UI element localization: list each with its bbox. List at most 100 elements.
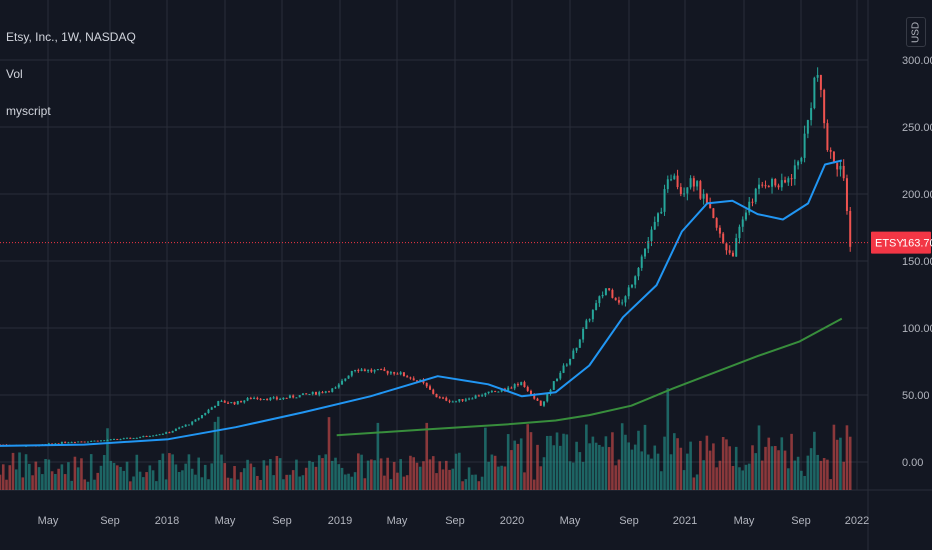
y-tick-label: 250.00: [902, 122, 932, 134]
candle-body: [305, 393, 308, 395]
y-axis: 0.00 50.00 100.00 150.00 200.00 250.00 300.00: [902, 55, 932, 469]
candle-body: [285, 397, 288, 399]
candle-body: [845, 178, 848, 211]
candle-body: [614, 297, 617, 301]
candle-body: [764, 185, 767, 187]
currency-badge[interactable]: USD: [906, 17, 926, 47]
candle-body: [70, 442, 73, 444]
candle-body: [341, 380, 344, 385]
volume-bar: [360, 454, 363, 490]
candle-body: [227, 402, 230, 404]
volume-bar: [70, 480, 73, 490]
volume-bar: [663, 436, 666, 490]
volume-bar: [565, 434, 569, 490]
volume-bar: [343, 474, 347, 490]
volume-bar: [614, 465, 617, 490]
volume-bar: [640, 451, 644, 490]
volume-bar: [480, 476, 484, 490]
symbol-legend[interactable]: Etsy, Inc., 1W, NASDAQ: [6, 30, 136, 44]
x-tick-label: 2018: [155, 515, 179, 527]
volume-bar: [624, 434, 627, 490]
script-legend[interactable]: myscript: [6, 104, 51, 118]
x-tick-label: 2020: [500, 515, 524, 527]
candle-body: [617, 300, 620, 303]
volume-bar: [14, 469, 18, 490]
price-series: [0, 67, 852, 447]
volume-bar: [461, 481, 464, 490]
candle-body: [663, 189, 666, 212]
volume-bar: [438, 461, 442, 490]
candle-body: [790, 178, 793, 180]
candle-body: [93, 440, 96, 442]
candle-body: [142, 435, 145, 438]
candle-body: [595, 303, 598, 310]
candle-body: [64, 441, 67, 443]
candle-body: [187, 424, 190, 426]
volume-bar: [216, 416, 220, 490]
volume-bar: [516, 443, 520, 490]
candle-body: [582, 328, 585, 340]
candle-body: [152, 435, 155, 437]
volume-bar: [373, 460, 376, 490]
candle-body: [126, 437, 129, 439]
volume-bar: [347, 473, 350, 490]
volume-bar: [308, 460, 311, 490]
candle-body: [575, 347, 578, 351]
volume-bar: [581, 461, 585, 490]
volume-bar: [334, 457, 337, 490]
volume-bar: [324, 454, 328, 490]
vol-legend[interactable]: Vol: [6, 67, 23, 81]
candle-body: [832, 151, 835, 164]
candle-body: [676, 175, 679, 188]
candle-body: [601, 294, 604, 297]
candle-body: [409, 377, 412, 379]
candle-body: [578, 339, 581, 348]
candle-body: [464, 399, 467, 401]
candle-body: [771, 179, 774, 187]
volume-bar: [835, 439, 839, 490]
volume-bar: [370, 459, 373, 490]
candle-body: [357, 370, 360, 372]
volume-bar: [31, 475, 34, 490]
volume-bar: [451, 468, 455, 490]
candle-body: [334, 387, 337, 389]
candle-body: [217, 401, 220, 406]
volume-bar: [223, 463, 227, 490]
candle-body: [389, 372, 392, 374]
candle-body: [761, 184, 764, 186]
candle-body: [269, 397, 272, 400]
volume-bar: [282, 479, 285, 490]
candle-body: [823, 89, 826, 124]
volume-bar: [513, 440, 516, 490]
volume-bar: [321, 458, 324, 490]
volume-bar: [304, 467, 308, 490]
volume-bar: [171, 454, 174, 490]
candle-body: [383, 369, 386, 371]
volume-bar: [109, 460, 113, 490]
volume-bar: [653, 445, 657, 490]
candle-body: [666, 179, 669, 190]
volume-histogram: [0, 388, 852, 490]
x-tick-label: May: [560, 515, 581, 527]
candle-body: [474, 395, 477, 399]
candle-body: [116, 438, 119, 440]
volume-bar: [122, 470, 126, 490]
volume-bar: [594, 442, 598, 490]
candle-body: [354, 370, 357, 372]
volume-bar: [298, 476, 301, 490]
volume-bar: [572, 462, 575, 490]
volume-bar: [431, 456, 435, 490]
volume-bar: [236, 479, 240, 490]
candle-body: [552, 381, 555, 390]
volume-bar: [8, 465, 12, 490]
candle-body: [135, 437, 138, 439]
volume-bar: [611, 432, 614, 490]
volume-bar: [585, 424, 588, 490]
volume-bar: [243, 468, 246, 490]
volume-bar: [285, 474, 288, 490]
candle-body: [194, 419, 197, 422]
volume-bar: [747, 463, 751, 490]
volume-bar: [363, 478, 367, 490]
